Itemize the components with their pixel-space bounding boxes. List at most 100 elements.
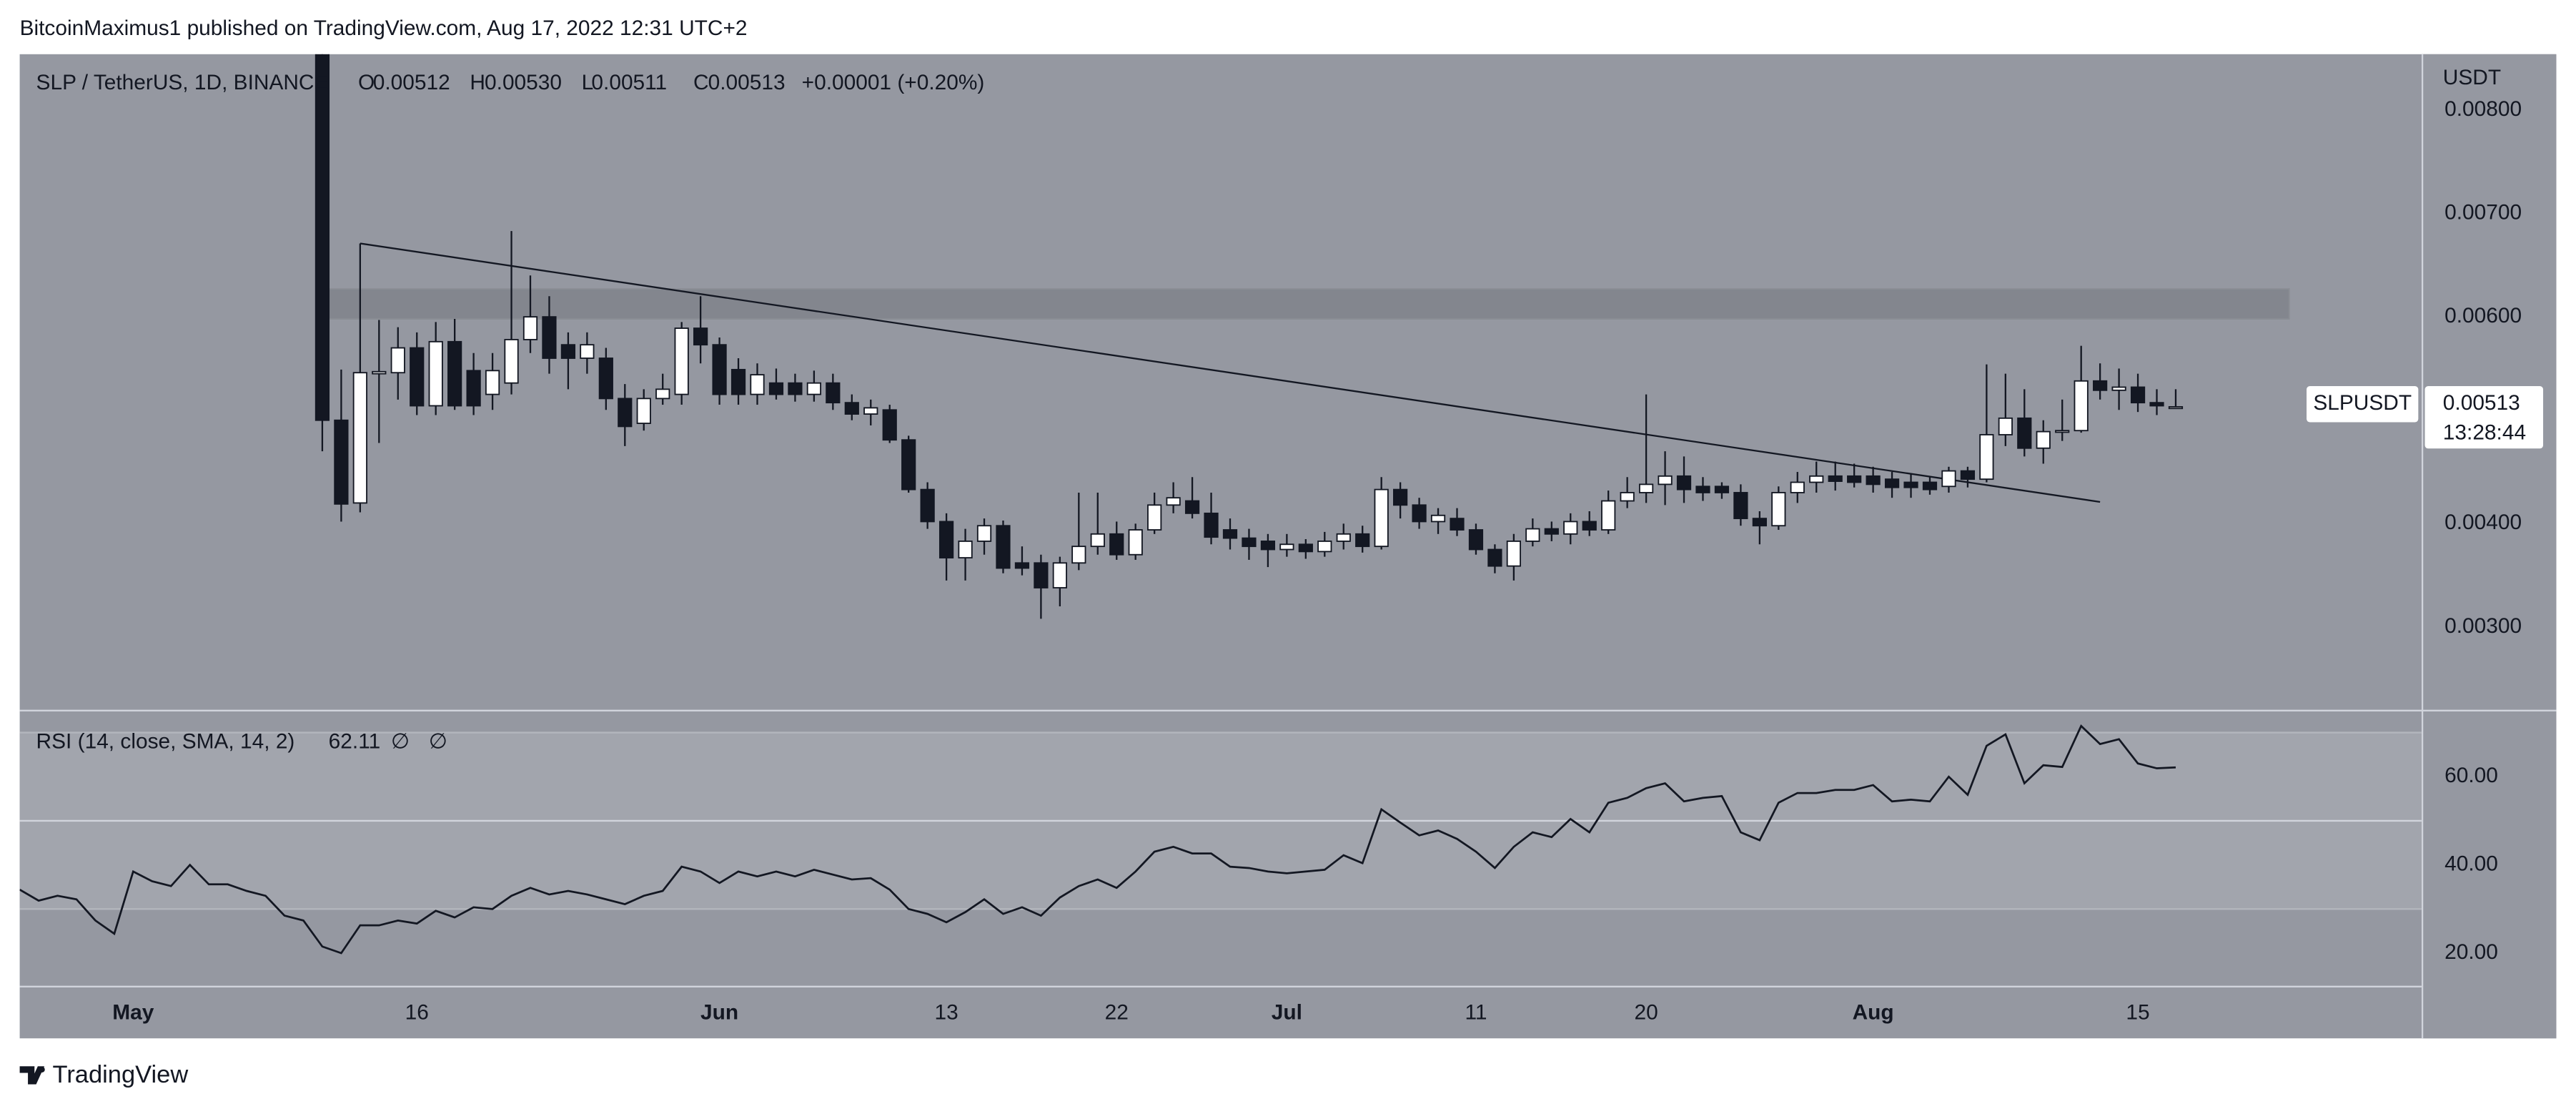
candle-body <box>844 402 859 415</box>
y-tick-label: 0.00800 <box>2444 97 2522 121</box>
candle-body <box>996 525 1011 569</box>
candle-body <box>1771 492 1786 527</box>
candle-body <box>1166 497 1181 506</box>
price-tag <box>2424 385 2544 449</box>
candle-body <box>1582 521 1597 531</box>
candle-body <box>1903 481 1918 488</box>
x-tick-label: 22 <box>1105 1001 1129 1025</box>
brand: TradingView <box>53 1061 189 1088</box>
candle-body <box>958 541 973 558</box>
candle-body <box>1733 492 1748 520</box>
ohlc-value: 0.00513 <box>708 71 786 94</box>
candle-body <box>1714 486 1730 493</box>
x-tick-label: 11 <box>1465 1001 1487 1025</box>
candle-body <box>1922 481 1938 491</box>
unit-backdrop <box>2424 59 2553 96</box>
candle-body <box>1222 529 1238 539</box>
x-tick-label: 16 <box>405 1001 429 1025</box>
candle-body <box>1960 470 1976 480</box>
candle-body <box>920 488 935 523</box>
candle-body <box>522 316 538 340</box>
ohlc-key: H <box>470 71 485 94</box>
candle-body <box>1128 529 1143 556</box>
candle-body <box>1052 562 1067 588</box>
logo-dot <box>39 1066 45 1073</box>
candle-body <box>693 327 708 346</box>
candle-body <box>1184 500 1200 514</box>
candle-body <box>1676 475 1692 491</box>
change-value: +0.00001 (+0.20%) <box>802 71 985 94</box>
candle-body <box>560 344 576 359</box>
ohlc-value: 0.00511 <box>591 71 667 94</box>
candle-body <box>1487 548 1502 567</box>
candle-body <box>2074 380 2089 432</box>
rsi-legend-value: ∅ <box>391 729 410 753</box>
candle-body <box>1071 546 1086 564</box>
candle-body <box>1336 533 1351 542</box>
candle-body <box>750 374 765 395</box>
logo-mark <box>19 1066 45 1085</box>
x-tick-label: May <box>112 1001 154 1025</box>
trendline <box>360 242 2101 503</box>
candle-body <box>504 339 519 384</box>
candle-body <box>1374 488 1389 548</box>
candle-body <box>580 344 595 359</box>
candle-body <box>618 398 633 428</box>
y-axis-unit: USDT <box>2443 66 2501 89</box>
candle-body <box>1601 500 1616 531</box>
rsi-tick-label: 40.00 <box>2444 852 2498 876</box>
candle-body <box>314 54 330 421</box>
ohlc-value: 0.00530 <box>485 71 562 94</box>
candle-body <box>655 388 670 400</box>
candle-body <box>826 382 841 404</box>
candle-body <box>334 419 349 505</box>
symbol-tag <box>2307 385 2419 423</box>
y-tick-label: 0.00600 <box>2444 304 2522 327</box>
candle-body <box>1941 470 1956 488</box>
candle-body <box>2130 386 2146 404</box>
candle-body <box>1450 518 1465 531</box>
candle-body <box>712 344 727 395</box>
candle-body <box>1298 543 1313 553</box>
candle-body <box>1506 541 1521 567</box>
y-tick-label: 0.00700 <box>2444 200 2522 224</box>
candle-body <box>636 398 651 424</box>
candle-body <box>1695 486 1710 493</box>
candle-body <box>806 382 821 395</box>
candle-body <box>674 327 689 395</box>
x-tick-label: Jun <box>700 1001 738 1025</box>
rsi-legend-value: 62.11 <box>329 729 381 753</box>
candle-body <box>352 372 367 504</box>
candle-body <box>2017 417 2032 449</box>
candle-body <box>1884 478 1900 488</box>
resistance-zone <box>322 288 2290 320</box>
candle-body <box>2149 402 2164 407</box>
candle-body <box>2093 380 2108 391</box>
candle-body <box>882 409 897 441</box>
rsi-legend: RSI (14, close, SMA, 14, 2) <box>36 729 295 753</box>
ohlc-key: O <box>358 71 375 94</box>
candle-body <box>1544 528 1559 535</box>
candle-body <box>1563 521 1578 535</box>
candle-body <box>1109 533 1124 556</box>
candle-body <box>1620 492 1635 502</box>
x-tick-label: 13 <box>934 1001 958 1025</box>
candle-body <box>372 370 387 375</box>
candle-body <box>768 382 784 395</box>
x-tick-label: 15 <box>2126 1001 2149 1025</box>
candle-body <box>1393 488 1408 506</box>
candle-body <box>1866 475 1881 486</box>
candle-body <box>542 316 557 359</box>
x-tick-label: Jul <box>1272 1001 1302 1025</box>
candle-body <box>938 521 954 558</box>
ohlc-value: 0.00512 <box>373 71 450 94</box>
candle-body <box>2168 406 2184 410</box>
candle-body <box>1147 504 1162 531</box>
ohlc-key: L <box>582 71 594 94</box>
candle-body <box>1638 483 1654 493</box>
tradingview-logo: TradingView <box>19 1061 189 1088</box>
rsi-pane <box>19 724 2422 955</box>
candle-body <box>1979 434 1994 480</box>
x-tick-label: Aug <box>1853 1001 1894 1025</box>
